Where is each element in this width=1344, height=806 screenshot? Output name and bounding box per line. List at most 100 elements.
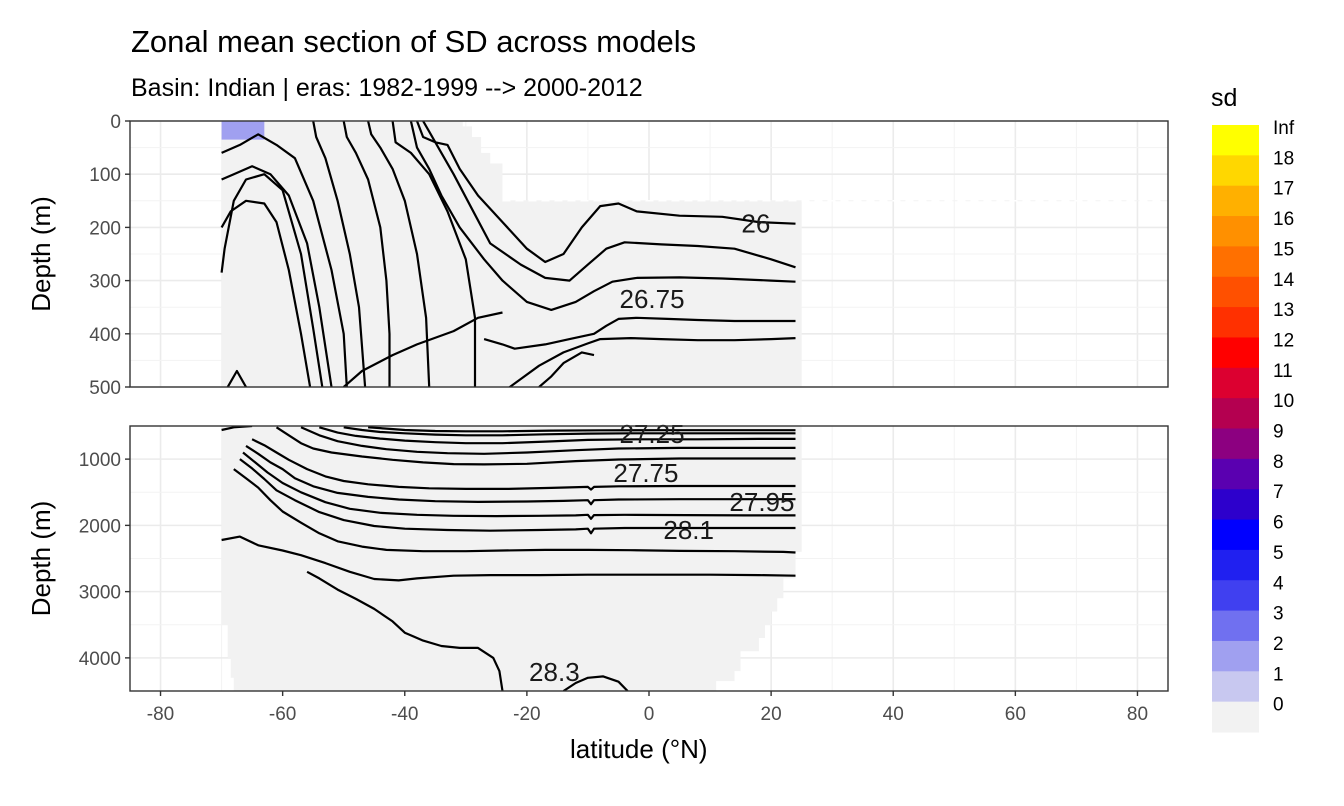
y-axis-label: Depth (m) [26, 501, 56, 617]
legend-label: 0 [1273, 695, 1284, 716]
x-tick-label: 20 [761, 704, 782, 725]
isopycnal-line [538, 351, 595, 387]
legend-swatch [1212, 489, 1259, 521]
legend-label: 11 [1273, 361, 1293, 382]
legend-swatch [1212, 398, 1259, 429]
isopycnal-line [562, 675, 629, 691]
ocean-region [221, 121, 802, 387]
legend-label: 6 [1273, 513, 1284, 534]
ocean-region [221, 426, 802, 691]
sd-field [221, 426, 802, 691]
legend-swatch [1212, 367, 1259, 399]
isopycnal-line [226, 369, 247, 387]
legend-label: Inf [1273, 118, 1295, 139]
isopycnal-line [318, 426, 796, 445]
sd-patch [221, 121, 265, 140]
x-tick-label: 60 [1005, 704, 1026, 725]
legend-label: 3 [1273, 604, 1284, 625]
legend-title: sd [1211, 84, 1238, 112]
legend-label: 9 [1273, 422, 1284, 443]
isopycnal-contours [220, 121, 796, 387]
legend-label: 1 [1273, 664, 1284, 685]
isopycnal-label: 27.75 [613, 458, 678, 488]
isopycnal-contours [221, 426, 796, 691]
legend-swatch [1212, 185, 1259, 217]
legend-swatch [1212, 640, 1259, 672]
legend-label: 14 [1273, 270, 1295, 291]
chart-subtitle: Basin: Indian | eras: 1982-1999 --> 2000… [131, 74, 643, 102]
isopycnal-line [221, 535, 796, 582]
legend-swatch [1212, 671, 1259, 703]
x-axis-label: latitude (°N) [570, 734, 708, 764]
legend-label: 18 [1273, 148, 1294, 169]
legend-label: 13 [1273, 300, 1294, 321]
legend-swatch [1212, 246, 1259, 278]
isopycnal-line [220, 173, 324, 387]
legend-label: 7 [1273, 482, 1284, 503]
y-tick-label: 200 [89, 218, 121, 239]
legend-label: 4 [1273, 573, 1284, 594]
isopycnal-label: 27.25 [620, 419, 685, 449]
y-tick-label: 500 [89, 378, 121, 399]
isopycnal-line [242, 451, 796, 520]
legend-swatch [1212, 549, 1259, 581]
isopycnal-label: 26 [741, 209, 770, 239]
lower-panel: 27.25 27.75 27.95 28.1 28.3 1000 2000 3000 4000 D… [26, 419, 1169, 692]
legend-label: 2 [1273, 634, 1284, 655]
legend-label: 12 [1273, 330, 1294, 351]
legend-label: 17 [1273, 179, 1294, 200]
legend-swatch [1212, 458, 1259, 490]
y-tick-label: 3000 [79, 583, 121, 604]
isopycnal-line [409, 121, 796, 311]
isopycnal-line [245, 444, 796, 506]
isopycnal-line [368, 426, 796, 433]
isopycnal-line [300, 426, 796, 455]
isopycnal-line [342, 311, 503, 387]
isopycnal-line [343, 426, 796, 437]
x-tick-label: 80 [1127, 704, 1148, 725]
isopycnal-line [251, 438, 796, 491]
panel-border [129, 120, 1169, 388]
legend-swatch [1212, 307, 1259, 338]
x-tick-label: 40 [883, 704, 904, 725]
isopycnal-label: 28.3 [529, 657, 580, 687]
legend-swatch [1212, 276, 1259, 308]
isopycnal-line [239, 458, 796, 535]
legend-label: 5 [1273, 543, 1284, 564]
isopycnal-line [233, 468, 796, 554]
isopycnal-line [483, 316, 796, 350]
isopycnal-line [415, 121, 796, 264]
isopycnal-line [422, 121, 796, 282]
legend-label: 15 [1273, 239, 1294, 260]
isopycnal-line [306, 570, 504, 691]
chart-title: Zonal mean section of SD across models [131, 24, 697, 59]
legend-swatch [1212, 519, 1259, 551]
upper-panel: 26 26.75 0 100 200 300 400 500 Depth (m) [26, 112, 1169, 399]
legend-swatch [1212, 125, 1259, 156]
x-tick-label: 0 [644, 704, 655, 725]
x-tick-label: -40 [391, 704, 418, 725]
x-tick-label: -80 [147, 704, 174, 725]
isopycnal-line [221, 133, 348, 387]
y-tick-label: 0 [110, 112, 121, 133]
legend-swatch [1212, 610, 1259, 642]
isopycnal-label: 27.95 [729, 487, 794, 517]
legend-label: 10 [1273, 391, 1294, 412]
legend-swatch [1212, 337, 1259, 369]
legend-swatch [1212, 155, 1259, 187]
legend-swatch [1212, 580, 1259, 612]
isopycnal-line [367, 121, 431, 387]
isopycnal-line [221, 165, 333, 387]
legend-swatch [1212, 216, 1259, 247]
isopycnal-line [275, 426, 796, 466]
x-tick-label: -60 [269, 704, 296, 725]
isopycnal-line [507, 337, 796, 387]
y-tick-label: 1000 [79, 450, 121, 471]
isopycnal-line [312, 121, 367, 387]
isopycnal-label: 28.1 [663, 515, 714, 545]
isopycnal-line [220, 199, 312, 387]
legend-swatch [1212, 428, 1259, 460]
sd-field [221, 121, 1162, 387]
